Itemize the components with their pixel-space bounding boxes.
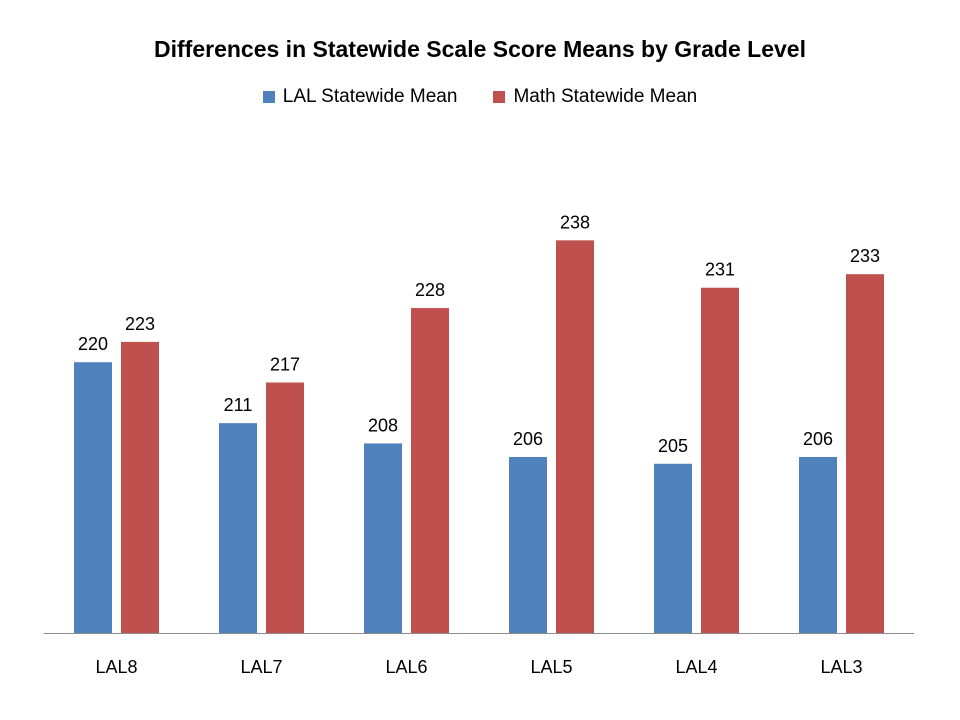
- data-label-lal-lal4: 205: [658, 436, 688, 456]
- bar-math-lal8: [121, 341, 159, 633]
- legend-label-math: Math Statewide Mean: [513, 86, 698, 107]
- bar-math-lal3: [846, 274, 884, 633]
- data-label-math-lal8: 223: [125, 314, 155, 334]
- bar-math-lal5: [556, 240, 594, 633]
- data-label-lal-lal6: 208: [368, 415, 398, 435]
- bar-lal-lal8: [74, 362, 112, 633]
- x-tick-label-lal8: LAL8: [95, 657, 137, 677]
- legend-swatch-math: [493, 91, 506, 103]
- legend: LAL Statewide Mean Math Statewide Mean: [0, 86, 960, 108]
- data-label-lal-lal5: 206: [513, 429, 543, 449]
- legend-label-lal: LAL Statewide Mean: [282, 86, 458, 107]
- bar-math-lal4: [701, 287, 739, 633]
- legend-item-lal: LAL Statewide Mean: [262, 86, 458, 108]
- bar-lal-lal7: [219, 423, 257, 633]
- data-label-math-lal7: 217: [270, 355, 300, 375]
- data-label-lal-lal7: 211: [224, 395, 253, 415]
- x-tick-label-lal5: LAL5: [530, 657, 572, 677]
- bar-math-lal6: [411, 308, 449, 633]
- data-label-math-lal4: 231: [705, 260, 735, 280]
- x-tick-label-lal6: LAL6: [385, 657, 427, 677]
- data-label-math-lal3: 233: [850, 246, 880, 266]
- bar-lal-lal4: [654, 463, 692, 633]
- chart-title: Differences in Statewide Scale Score Mea…: [154, 36, 806, 62]
- legend-swatch-lal: [262, 91, 275, 103]
- bar-lal-lal3: [799, 456, 837, 633]
- bar-math-lal7: [266, 382, 304, 633]
- x-tick-label-lal3: LAL3: [820, 657, 862, 677]
- data-label-lal-lal3: 206: [803, 429, 833, 449]
- x-tick-label-lal7: LAL7: [240, 657, 282, 677]
- legend-item-math: Math Statewide Mean: [493, 86, 697, 108]
- data-label-lal-lal8: 220: [78, 334, 108, 354]
- x-tick-label-lal4: LAL4: [675, 657, 717, 677]
- data-label-math-lal6: 228: [415, 280, 445, 300]
- bar-lal-lal5: [509, 456, 547, 633]
- bar-lal-lal6: [364, 443, 402, 633]
- data-label-math-lal5: 238: [560, 212, 590, 232]
